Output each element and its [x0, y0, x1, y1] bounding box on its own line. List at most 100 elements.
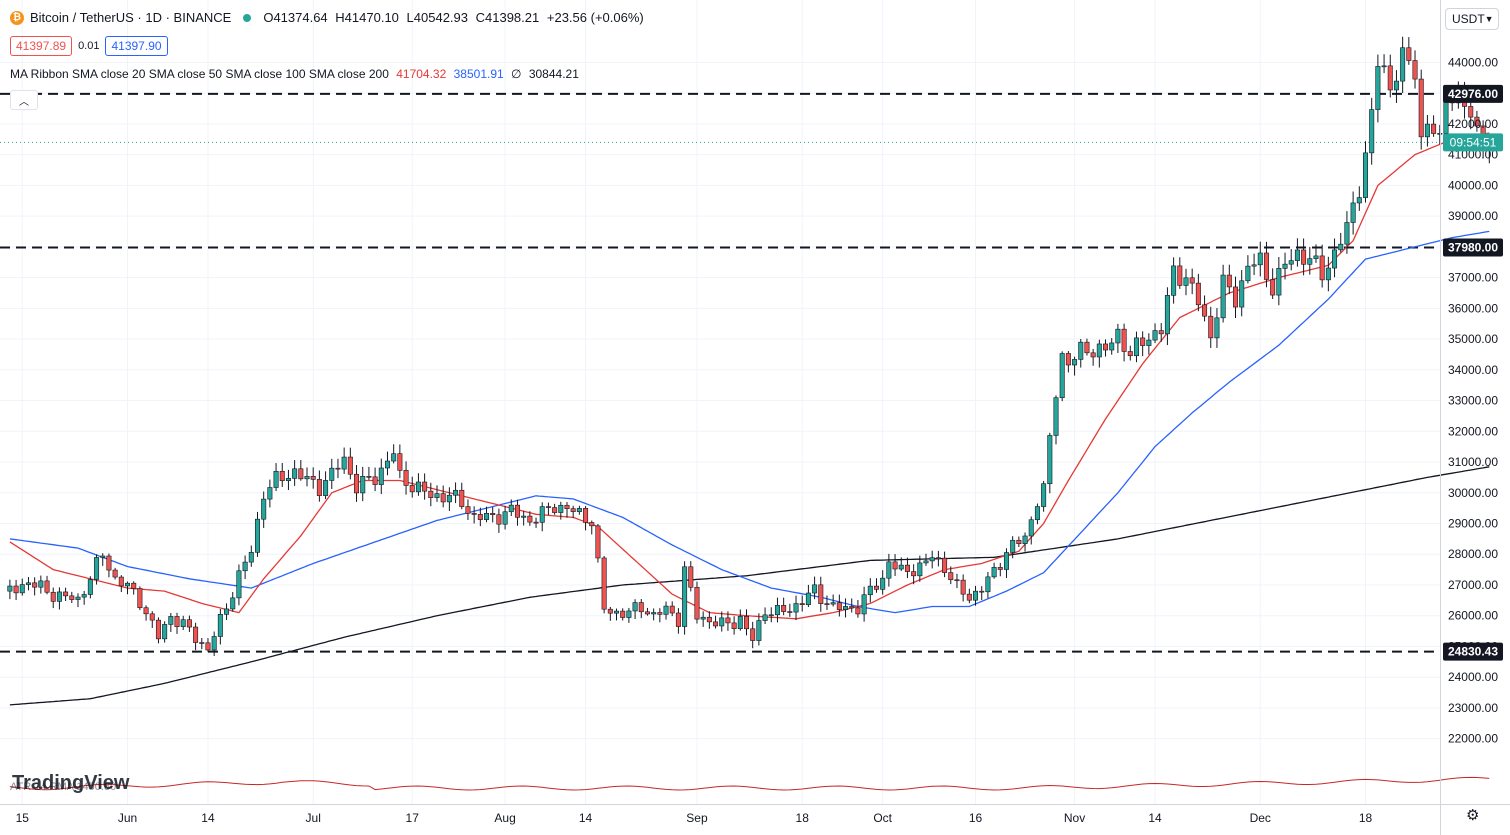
candle-body	[737, 616, 743, 629]
y-tick-label: 23000.00	[1448, 701, 1498, 715]
candle-body	[725, 617, 731, 624]
candle-body	[1363, 152, 1369, 198]
collapse-legend-button[interactable]: ︿	[10, 90, 38, 110]
y-tick-label: 22000.00	[1448, 732, 1498, 746]
x-tick-label: Dec	[1250, 811, 1271, 825]
candle-body	[1115, 328, 1121, 344]
candle-body	[477, 514, 483, 520]
candle-body	[1034, 506, 1040, 521]
candle-body	[112, 569, 118, 578]
candle-body	[1121, 328, 1127, 352]
ohlc-open: O41374.64	[263, 10, 328, 25]
candle-body	[774, 605, 780, 616]
candle-body	[1257, 252, 1263, 266]
candle-body	[143, 607, 149, 615]
candle-body	[32, 582, 38, 588]
candle-body	[626, 610, 632, 618]
candle-body	[1053, 397, 1059, 436]
candle-body	[496, 514, 502, 525]
candle-body	[1270, 279, 1276, 296]
candle-body	[694, 586, 700, 620]
candle-body	[781, 605, 787, 612]
candle-body	[25, 582, 31, 585]
y-tick-label: 27000.00	[1448, 578, 1498, 592]
x-tick-label: Aug	[494, 811, 515, 825]
candle-body	[583, 508, 589, 523]
candle-body	[1406, 47, 1412, 61]
x-tick-label: 14	[579, 811, 593, 825]
buy-price-button[interactable]: 41397.90	[105, 36, 168, 56]
indicator-value-2: 38501.91	[453, 67, 504, 81]
candle-body	[533, 521, 539, 524]
candle-body	[384, 460, 390, 469]
gear-icon[interactable]: ⚙	[1466, 807, 1480, 824]
candle-body	[1251, 264, 1257, 267]
candle-body	[1059, 353, 1065, 399]
x-tick-label: 17	[406, 811, 420, 825]
candle-body	[843, 606, 849, 610]
candle-body	[935, 557, 941, 559]
candle-body	[682, 566, 688, 627]
candle-body	[434, 493, 440, 498]
candle-body	[601, 557, 607, 610]
x-tick-label: 18	[796, 811, 810, 825]
ohlc-close: C41398.21	[475, 10, 540, 25]
y-tick-label: 34000.00	[1448, 363, 1498, 377]
y-tick-label: 35000.00	[1448, 332, 1498, 346]
candle-body	[1474, 116, 1480, 127]
countdown-label: 09:54:51	[1450, 135, 1497, 149]
currency-label: USDT	[1452, 12, 1485, 26]
ma-ribbon-lines	[9, 132, 1490, 706]
x-tick-label: Sep	[686, 811, 708, 825]
candle-body	[799, 603, 805, 606]
candle-body	[1010, 539, 1016, 553]
candle-body	[329, 467, 335, 481]
candle-body	[657, 612, 663, 615]
candle-body	[211, 636, 217, 651]
level-price-label: 24830.43	[1448, 645, 1498, 659]
candle-body	[1084, 341, 1090, 354]
y-tick-label: 39000.00	[1448, 209, 1498, 223]
candle-body	[923, 560, 929, 564]
candle-body	[1140, 337, 1146, 346]
candle-body	[69, 595, 75, 600]
symbol-title[interactable]: Bitcoin / TetherUS · 1D · BINANCE	[30, 10, 232, 25]
currency-selector[interactable]: USDT ▼	[1445, 8, 1499, 30]
candle-body	[168, 616, 174, 625]
candle-body	[205, 642, 211, 651]
y-tick-label: 29000.00	[1448, 517, 1498, 531]
y-tick-label: 42000.00	[1448, 117, 1498, 131]
candle-body	[75, 596, 81, 600]
ohlc-change: +23.56 (+0.06%)	[546, 10, 644, 25]
candle-body	[1189, 277, 1195, 284]
candle-body	[1214, 317, 1220, 339]
candle-body	[323, 480, 329, 496]
sell-price-button[interactable]: 41397.89	[10, 36, 73, 56]
candle-body	[1226, 274, 1232, 288]
candle-body	[440, 493, 446, 503]
candle-body	[1016, 539, 1022, 544]
candle-body	[1350, 202, 1356, 223]
chevron-up-icon: ︿	[19, 96, 29, 108]
candle-body	[56, 591, 62, 602]
sma200-line	[9, 466, 1490, 706]
ohlc-low: L40542.93	[406, 10, 468, 25]
y-tick-label: 40000.00	[1448, 178, 1498, 192]
candle-body	[880, 577, 886, 590]
candle-body	[942, 557, 948, 573]
candle-body	[354, 473, 360, 494]
candle-body	[558, 504, 564, 513]
level-price-label-bg	[1443, 642, 1503, 661]
candle-body	[19, 584, 25, 594]
y-tick-label: 36000.00	[1448, 301, 1498, 315]
candle-body	[1072, 359, 1078, 366]
candle-body	[100, 555, 106, 558]
candle-body	[1418, 78, 1424, 138]
y-tick-label: 32000.00	[1448, 424, 1498, 438]
candle-body	[818, 584, 824, 604]
candle-body	[1338, 243, 1344, 251]
indicator-legend[interactable]: MA Ribbon SMA close 20 SMA close 50 SMA …	[10, 67, 579, 81]
x-tick-label: 14	[201, 811, 215, 825]
candle-body	[422, 481, 428, 492]
